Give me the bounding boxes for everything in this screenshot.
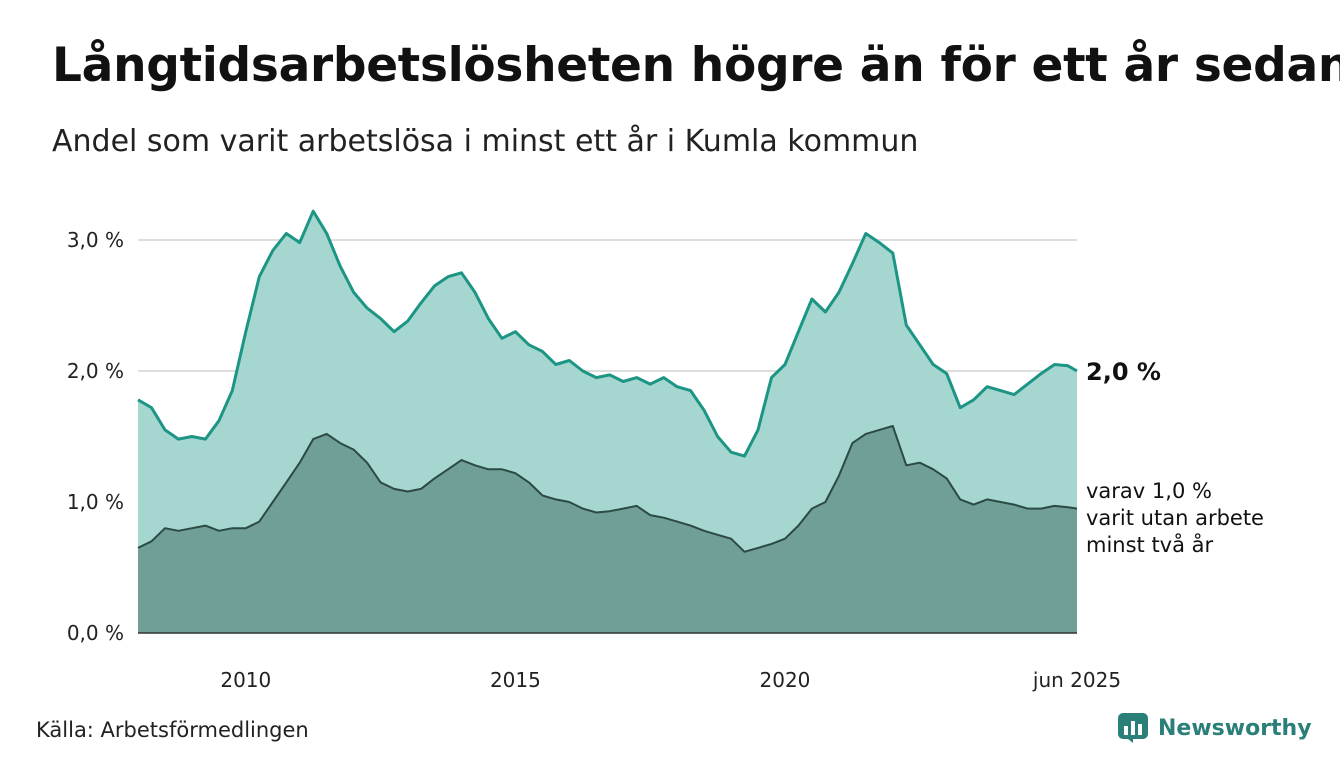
y-tick-label-0: 0,0 % <box>67 621 124 645</box>
chart-title: Långtidsarbetslösheten högre än för ett … <box>52 38 1340 93</box>
x-tick-label-1: 2015 <box>490 668 541 692</box>
y-tick-label-3: 3,0 % <box>67 228 124 252</box>
x-tick-label-2: 2020 <box>760 668 811 692</box>
line-total <box>137 209 1078 458</box>
y-tick-label-2: 2,0 % <box>67 359 124 383</box>
brand-logo: Newsworthy <box>1118 713 1312 743</box>
x-tick-label-3: jun 2025 <box>1032 668 1121 692</box>
sub-series-note-line-0: varav 1,0 % <box>1086 479 1212 503</box>
sub-series-note-line-2: minst två år <box>1086 532 1214 557</box>
area-sub <box>138 426 1077 633</box>
source-label: Källa: Arbetsförmedlingen <box>36 718 309 742</box>
chart-svg: 0,0 % 1,0 % 2,0 % 3,0 % 2010 2015 2020 jun 2025… <box>67 209 1264 692</box>
end-value-label: 2,0 % <box>1086 358 1161 386</box>
bar-chart-icon <box>1118 713 1148 743</box>
y-tick-label-1: 1,0 % <box>67 490 124 514</box>
chart-subtitle: Andel som varit arbetslösa i minst ett å… <box>52 124 919 159</box>
brand-name: Newsworthy <box>1158 715 1312 741</box>
x-tick-label-0: 2010 <box>220 668 271 692</box>
line-sub <box>137 425 1078 553</box>
sub-series-note-line-1: varit utan arbete <box>1086 506 1264 530</box>
